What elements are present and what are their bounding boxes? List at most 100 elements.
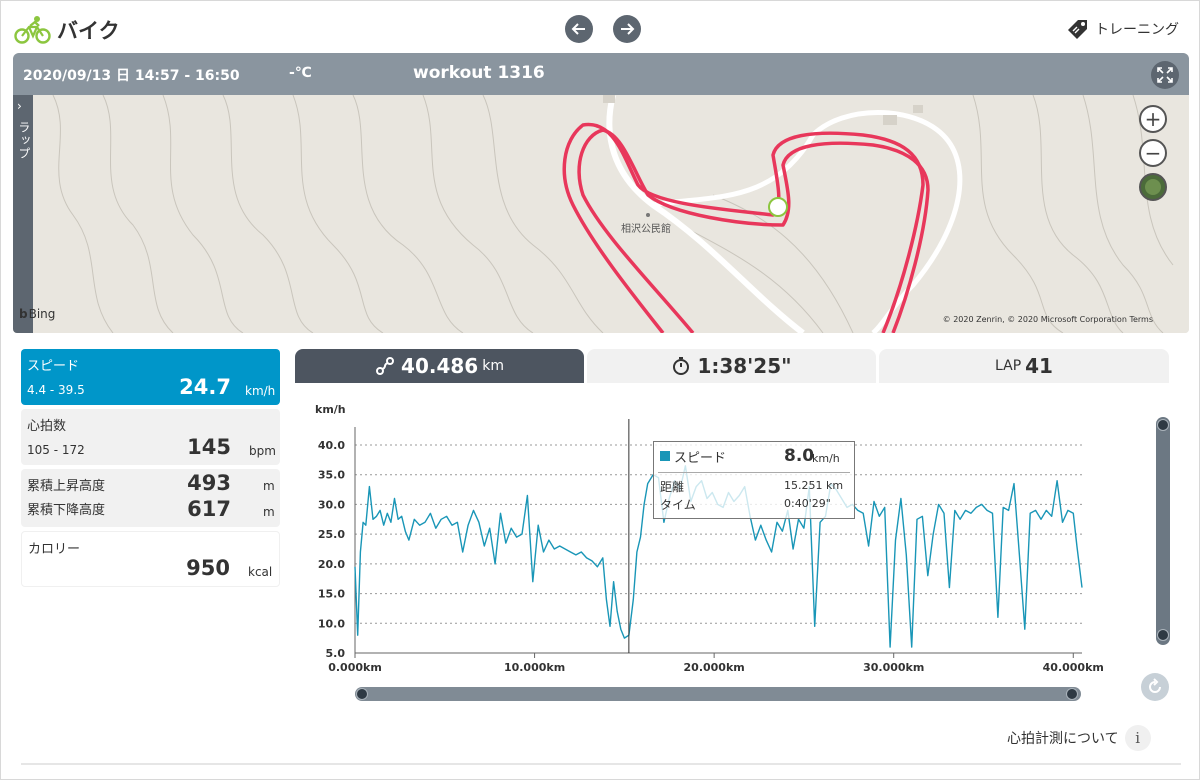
tab-distance-unit: km [482, 358, 504, 374]
map-copyright[interactable]: © 2020 Zenrin, © 2020 Microsoft Corporat… [942, 315, 1153, 324]
y-tick-label: 15.0 [318, 588, 345, 601]
bing-logo: bBing [19, 307, 56, 321]
tooltip-unit: km/h [812, 452, 840, 465]
map-canvas [13, 95, 1189, 333]
stat-hr-value: 145 [187, 435, 231, 459]
temperature: -℃ [289, 65, 312, 81]
y-tick-label: 35.0 [318, 469, 345, 482]
stat-speed[interactable]: スピード 4.4 - 39.5 24.7 km/h [21, 349, 280, 405]
y-range-scrollbar[interactable] [1156, 417, 1170, 645]
x-range-handle-left[interactable] [356, 688, 368, 700]
stat-hr-range: 105 - 172 [27, 443, 85, 457]
stat-elevation[interactable]: 累積上昇高度 493 m 累積下降高度 617 m [21, 469, 280, 527]
map-header: 2020/09/13 日 14:57 - 16:50 -℃ workout 13… [13, 53, 1189, 95]
tab-lap[interactable]: LAP 41 [879, 349, 1169, 383]
tab-duration[interactable]: 1:38'25" [587, 349, 876, 383]
tab-distance[interactable]: 40.486 km [295, 349, 584, 383]
x-tick-label: 10.000km [504, 661, 565, 674]
stat-heart-rate[interactable]: 心拍数 105 - 172 145 bpm [21, 409, 280, 465]
aerial-view-icon [1145, 179, 1161, 195]
info-icon[interactable]: i [1124, 725, 1151, 751]
stat-elev-down-value: 617 [187, 497, 231, 521]
next-button[interactable] [613, 15, 641, 43]
top-bar: バイク トレーニング [1, 1, 1200, 53]
fullscreen-button[interactable] [1151, 61, 1179, 89]
stat-elev-up-unit: m [263, 479, 275, 493]
x-range-handle-right[interactable] [1066, 688, 1078, 700]
tooltip-divider [658, 472, 850, 473]
minus-icon: − [1144, 141, 1162, 165]
map-view[interactable]: › ラップ 相沢公民館 + − bBing © 2020 Zenrin, © 2… [13, 95, 1189, 333]
y-tick-label: 40.0 [318, 439, 345, 452]
stat-elev-down-unit: m [263, 505, 275, 519]
tooltip-time-value: 0:40'29" [784, 497, 831, 510]
heart-rate-about-link[interactable]: 心拍計測について i [1007, 725, 1151, 751]
stat-cal-label: カロリー [28, 542, 81, 557]
heart-rate-about-label: 心拍計測について [1007, 731, 1119, 747]
bike-icon [14, 16, 51, 44]
tag-icon [1068, 20, 1087, 39]
x-tick-label: 20.000km [684, 661, 745, 674]
arrow-left-icon [571, 23, 585, 35]
stat-speed-unit: km/h [245, 384, 276, 398]
chart-tooltip: スピード 8.0 km/h 距離 15.251 km タイム 0:40'29" [653, 441, 855, 519]
tab-lap-prefix: LAP [995, 358, 1022, 374]
tab-duration-value: 1:38'25" [697, 354, 792, 378]
stat-cal-unit: kcal [248, 565, 273, 579]
tooltip-distance-label: 距離 [660, 480, 685, 494]
training-label: トレーニング [1095, 22, 1179, 38]
tooltip-distance-value: 15.251 km [784, 479, 844, 492]
brand: バイク [13, 15, 120, 45]
x-tick-label: 30.000km [863, 661, 924, 674]
lap-tab-label: ラップ [17, 121, 31, 160]
y-tick-label: 25.0 [318, 528, 345, 541]
route-icon [376, 357, 395, 375]
map-style-button[interactable] [1139, 173, 1167, 201]
stat-elev-up-value: 493 [187, 471, 231, 495]
stat-speed-range: 4.4 - 39.5 [27, 383, 85, 397]
y-tick-label: 5.0 [326, 647, 346, 660]
x-tick-label: 40.000km [1043, 661, 1104, 674]
divider [21, 763, 1181, 765]
stopwatch-icon [673, 357, 690, 375]
stat-speed-label: スピード [27, 359, 80, 374]
y-tick-label: 10.0 [318, 617, 345, 630]
y-tick-label: 30.0 [318, 498, 345, 511]
tooltip-series: スピード [674, 451, 727, 466]
y-tick-label: 20.0 [318, 558, 345, 571]
chevron-right-icon: › [17, 99, 22, 113]
training-link[interactable]: トレーニング [1065, 17, 1179, 41]
stat-speed-value: 24.7 [179, 375, 231, 399]
y-range-handle-top[interactable] [1157, 419, 1169, 431]
x-range-scrollbar[interactable] [355, 687, 1081, 701]
tooltip-time-label: タイム [660, 498, 696, 512]
tab-lap-value: 41 [1025, 354, 1053, 378]
stat-hr-unit: bpm [249, 444, 276, 458]
x-tick-label: 0.000km [328, 661, 382, 674]
reset-zoom-button[interactable] [1141, 673, 1169, 701]
stat-elev-up-label: 累積上昇高度 [27, 479, 106, 494]
prev-button[interactable] [565, 15, 593, 43]
zoom-in-button[interactable]: + [1139, 105, 1167, 133]
plus-icon: + [1144, 107, 1162, 131]
metric-tabs: 40.486 km 1:38'25" LAP 41 [295, 349, 1169, 383]
tab-distance-value: 40.486 [401, 354, 479, 378]
y-axis-unit-label: km/h [315, 403, 346, 416]
lap-panel-toggle[interactable]: › ラップ [13, 95, 33, 333]
stat-cal-value: 950 [186, 556, 230, 580]
zoom-out-button[interactable]: − [1139, 139, 1167, 167]
page-title: バイク [57, 19, 120, 43]
expand-icon [1157, 67, 1173, 83]
stat-calories[interactable]: カロリー 950 kcal [21, 531, 280, 587]
series-color-swatch [660, 451, 670, 461]
speed-chart[interactable]: km/h 5.0 10.0 15.0 20.0 25.0 30.0 35.0 40.0 0.00… [301, 397, 1121, 679]
workout-name: workout 1316 [413, 63, 545, 83]
refresh-icon [1149, 678, 1161, 693]
arrow-right-icon [621, 23, 635, 35]
workout-date-range: 2020/09/13 日 14:57 - 16:50 [23, 68, 240, 84]
y-range-handle-bottom[interactable] [1157, 629, 1169, 641]
map-place-label: 相沢公民館 [621, 224, 671, 235]
stat-hr-label: 心拍数 [27, 419, 67, 434]
stats-panel: スピード 4.4 - 39.5 24.7 km/h 心拍数 105 - 172 … [21, 349, 280, 591]
